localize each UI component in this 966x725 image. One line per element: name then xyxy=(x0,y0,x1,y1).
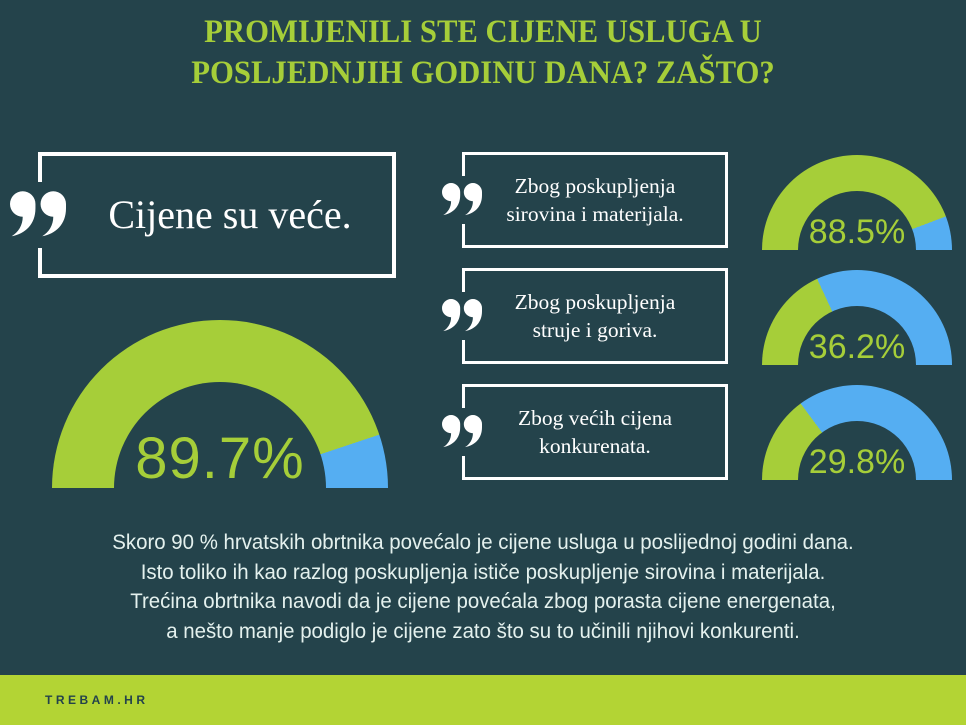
title-line-1: PROMIJENILI STE CIJENE USLUGA U xyxy=(204,14,762,50)
main-quote-box: Cijene su veće. xyxy=(6,152,396,278)
reason-2-line-1: Zbog poskupljenja xyxy=(514,290,676,314)
gauge-reason-2: 36.2% xyxy=(762,270,952,366)
brand-logo: TREBAM.HR xyxy=(45,693,149,707)
reason-box-3: Zbog većih cijena konkurenata. xyxy=(439,384,728,480)
reason-box-2: Zbog poskupljenja struje i goriva. xyxy=(439,268,728,364)
summary-line-4: a nešto manje podiglo je cijene zato što… xyxy=(166,618,800,643)
reason-1-line-1: Zbog poskupljenja xyxy=(514,174,676,198)
infographic-title: PROMIJENILI STE CIJENE USLUGA U POSLJEDN… xyxy=(34,12,932,94)
gauge-reason-1: 88.5% xyxy=(762,155,952,251)
reason-1-line-2: sirovina i materijala. xyxy=(506,202,684,226)
summary-line-3: Trećina obrtnika navodi da je cijene pov… xyxy=(130,589,836,613)
quotation-mark-icon xyxy=(6,182,70,248)
gauge-main-value: 89.7% xyxy=(135,426,305,491)
quotation-mark-icon xyxy=(439,408,485,456)
gauge-main: 89.7% xyxy=(52,320,388,491)
reason-2-text: Zbog poskupljenja struje i goriva. xyxy=(515,288,676,344)
quotation-mark-icon xyxy=(439,292,485,340)
reason-3-line-1: Zbog većih cijena xyxy=(517,406,673,430)
reason-1-text: Zbog poskupljenja sirovina i materijala. xyxy=(506,172,683,228)
reason-3-line-2: konkurenata. xyxy=(539,434,651,458)
gauge-reason-1-value: 88.5% xyxy=(808,213,906,251)
gauge-reason-3-value: 29.8% xyxy=(808,443,906,481)
quotation-mark-icon xyxy=(439,176,485,224)
gauge-reason-2-value: 36.2% xyxy=(808,328,906,366)
gauge-reason-3: 29.8% xyxy=(762,385,952,481)
reason-3-text: Zbog većih cijena konkurenata. xyxy=(518,404,672,460)
summary-line-1: Skoro 90 % hrvatskih obrtnika povećalo j… xyxy=(112,530,854,554)
summary-line-2: Isto toliko ih kao razlog poskupljenja i… xyxy=(140,559,826,584)
reason-2-line-2: struje i goriva. xyxy=(532,318,658,342)
reason-box-1: Zbog poskupljenja sirovina i materijala. xyxy=(439,152,728,248)
summary-paragraph: Skoro 90 % hrvatskih obrtnika povećalo j… xyxy=(24,528,942,646)
title-line-2: POSLJEDNJIH GODINU DANA? ZAŠTO? xyxy=(191,55,775,91)
main-quote-text: Cijene su veće. xyxy=(108,192,352,237)
footer-band: TREBAM.HR xyxy=(0,675,966,725)
